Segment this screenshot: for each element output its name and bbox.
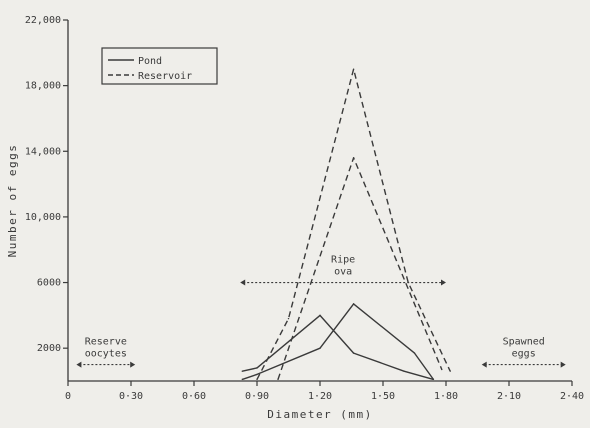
x-tick-label: 1·20 <box>308 391 332 402</box>
arrowhead-right <box>560 361 566 368</box>
data-point <box>352 157 355 159</box>
data-point <box>287 317 290 320</box>
data-point <box>352 68 355 70</box>
arrowhead-left <box>481 361 487 368</box>
data-point <box>449 370 451 372</box>
x-axis-title: Diameter (mm) <box>267 408 373 421</box>
series-line-pond-1 <box>242 303 434 381</box>
data-point <box>256 367 258 369</box>
data-point <box>256 373 258 376</box>
legend-label: Pond <box>138 56 162 67</box>
data-point <box>352 352 355 354</box>
series-line-reservoir-3 <box>277 157 443 380</box>
data-point <box>441 368 443 371</box>
x-tick-label: 2·40 <box>560 391 584 402</box>
data-point <box>413 352 416 354</box>
data-point <box>432 378 435 381</box>
annotation-label: oocytes <box>85 349 127 360</box>
data-point <box>319 347 321 349</box>
annotation-label: ova <box>334 267 352 278</box>
arrowhead-left <box>76 361 82 368</box>
data-point <box>241 370 243 372</box>
arrowhead-left <box>240 279 246 286</box>
legend-box <box>101 47 218 85</box>
annotation-label: Spawned <box>503 337 545 348</box>
x-tick-label: 0·60 <box>182 391 206 402</box>
annotation-label: eggs <box>512 349 536 360</box>
y-tick-label: 6000 <box>37 278 61 289</box>
series-line-pond-0 <box>242 314 434 381</box>
y-tick-label: 10,000 <box>25 212 61 223</box>
data-point <box>352 303 355 305</box>
y-axis-title: Number of eggs <box>6 144 19 258</box>
x-tick-label: 1·80 <box>434 391 458 402</box>
x-tick-label: 0·90 <box>245 391 269 402</box>
arrowhead-right <box>441 279 446 286</box>
series-line-reservoir-2 <box>256 68 451 380</box>
x-tick-label: 0 <box>65 391 71 402</box>
arrowhead-right <box>130 361 136 368</box>
y-tick-label: 22,000 <box>25 15 61 26</box>
annotation-label: Ripe <box>331 255 355 266</box>
y-tick-label: 18,000 <box>25 81 61 92</box>
y-tick-label: 2000 <box>37 343 61 354</box>
x-tick-label: 2·10 <box>497 391 521 402</box>
data-point <box>277 378 279 381</box>
data-point <box>319 314 321 317</box>
x-tick-label: 0·30 <box>119 391 143 402</box>
data-point <box>403 370 405 372</box>
data-point <box>241 378 243 381</box>
annotation-label: Reserve <box>85 337 127 348</box>
x-tick-label: 1·50 <box>371 391 395 402</box>
y-tick-label: 14,000 <box>25 146 61 157</box>
legend-label: Reservoir <box>138 71 192 82</box>
data-point <box>256 378 258 381</box>
